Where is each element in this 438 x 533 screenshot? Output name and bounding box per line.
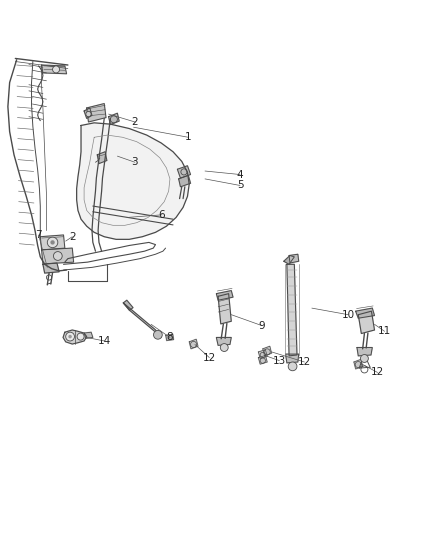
- Polygon shape: [218, 294, 231, 324]
- Polygon shape: [189, 339, 198, 349]
- Polygon shape: [289, 254, 299, 263]
- Text: 9: 9: [258, 321, 265, 330]
- Circle shape: [153, 330, 162, 339]
- Polygon shape: [124, 303, 161, 337]
- Polygon shape: [216, 337, 231, 345]
- Circle shape: [53, 66, 60, 73]
- Text: 12: 12: [203, 353, 216, 362]
- Polygon shape: [284, 255, 294, 264]
- Circle shape: [53, 252, 62, 260]
- Polygon shape: [109, 113, 119, 125]
- Circle shape: [360, 354, 368, 362]
- Circle shape: [68, 335, 72, 338]
- Polygon shape: [124, 300, 133, 310]
- Circle shape: [86, 111, 91, 117]
- Text: 2: 2: [131, 117, 138, 127]
- Polygon shape: [177, 166, 191, 178]
- Polygon shape: [43, 263, 59, 273]
- Text: 4: 4: [237, 169, 244, 180]
- Text: 12: 12: [298, 357, 311, 367]
- Polygon shape: [63, 330, 87, 344]
- Polygon shape: [42, 248, 74, 264]
- Polygon shape: [84, 108, 92, 118]
- Circle shape: [288, 362, 297, 371]
- Text: 8: 8: [166, 333, 173, 343]
- Polygon shape: [84, 332, 93, 338]
- Polygon shape: [77, 123, 189, 239]
- Circle shape: [77, 333, 84, 340]
- Polygon shape: [258, 356, 267, 364]
- Text: 6: 6: [159, 210, 166, 220]
- Circle shape: [50, 240, 55, 245]
- Text: 7: 7: [35, 230, 42, 240]
- Circle shape: [220, 344, 228, 351]
- Polygon shape: [87, 103, 106, 122]
- Polygon shape: [286, 354, 299, 363]
- Text: 1: 1: [185, 132, 192, 142]
- Polygon shape: [216, 290, 233, 300]
- Text: 2: 2: [69, 232, 76, 242]
- Circle shape: [47, 237, 58, 248]
- Polygon shape: [357, 348, 372, 356]
- Polygon shape: [358, 311, 374, 334]
- Text: 12: 12: [371, 367, 384, 377]
- Polygon shape: [97, 152, 107, 164]
- Polygon shape: [263, 346, 272, 356]
- Text: 14: 14: [98, 336, 111, 346]
- Polygon shape: [287, 264, 297, 356]
- Polygon shape: [179, 175, 191, 187]
- Polygon shape: [40, 235, 65, 250]
- Polygon shape: [354, 359, 363, 369]
- Circle shape: [66, 332, 74, 341]
- Polygon shape: [258, 350, 267, 359]
- Text: 10: 10: [342, 310, 355, 320]
- Polygon shape: [166, 334, 173, 341]
- Text: 5: 5: [237, 181, 244, 190]
- Polygon shape: [356, 308, 374, 318]
- Text: 11: 11: [378, 326, 391, 336]
- Text: 3: 3: [131, 157, 138, 167]
- Polygon shape: [42, 65, 67, 74]
- Text: 13: 13: [273, 356, 286, 366]
